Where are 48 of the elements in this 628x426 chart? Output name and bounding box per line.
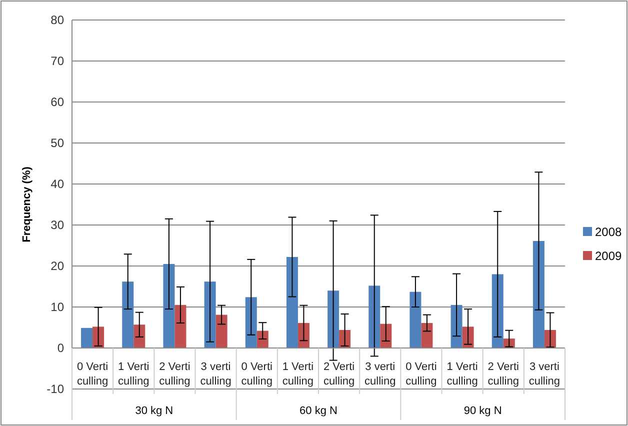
legend-label: 2009 — [595, 249, 622, 264]
bar — [368, 286, 380, 348]
x-tick-label: 1 Verti culling — [446, 361, 478, 388]
bar — [532, 240, 544, 348]
legend-label: 2008 — [595, 225, 622, 240]
bar — [245, 297, 257, 348]
x-tick-label: 0 Verti culling — [406, 361, 437, 388]
y-axis-title: Frequency (%) — [21, 166, 33, 242]
y-tick-label: 80 — [50, 13, 64, 28]
y-tick-label: 70 — [50, 54, 64, 68]
bar — [122, 282, 134, 348]
bar — [81, 328, 93, 348]
y-tick-label: -10 — [46, 382, 64, 396]
bar — [450, 304, 462, 348]
bar — [421, 322, 433, 348]
x-tick-label: 3 verti culling — [528, 361, 560, 388]
bar — [163, 264, 175, 348]
text: 30 kg N — [135, 405, 174, 417]
y-tick-label: 10 — [50, 300, 64, 314]
bar — [174, 304, 186, 348]
bar — [216, 314, 228, 348]
text: 90 kg N — [464, 405, 502, 417]
x-tick-label: 3 verti culling — [200, 361, 232, 388]
x-tick-label: 2 Verti culling — [488, 361, 519, 388]
y-tick-label: 40 — [50, 177, 64, 192]
y-tick-label: 50 — [50, 136, 64, 150]
bar — [298, 322, 310, 348]
x-tick-label: 3 verti culling — [364, 361, 396, 388]
y-tick-label: 60 — [50, 95, 64, 110]
x-tick-label: 2 Verti culling — [323, 361, 355, 388]
bar — [134, 324, 146, 348]
y-tick-label: 0 — [57, 341, 64, 356]
bar — [286, 256, 298, 348]
x-tick-label: 2 Verti culling — [159, 361, 190, 388]
bar — [256, 330, 268, 348]
x-tick-label: 1 Verti culling — [118, 361, 150, 388]
y-tick-label: 20 — [50, 259, 64, 274]
x-tick-label: 1 Verti culling — [282, 361, 314, 388]
bar — [410, 292, 422, 348]
x-tick-label: 0 Verti culling — [241, 361, 272, 388]
bar — [204, 282, 216, 348]
y-tick-label: 30 — [50, 218, 64, 232]
bar — [380, 324, 392, 348]
bar — [462, 326, 474, 348]
bar — [328, 290, 340, 348]
text: 60 kg N — [300, 405, 338, 417]
bar — [492, 274, 504, 348]
x-tick-label: 0 Verti culling — [76, 361, 108, 388]
